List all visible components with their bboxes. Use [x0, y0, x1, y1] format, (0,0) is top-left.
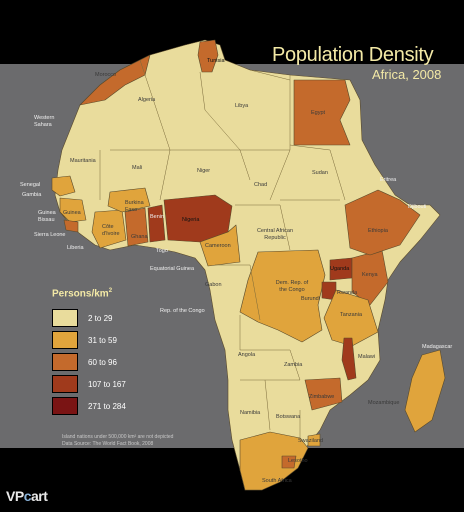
- region-dem-congo: [239, 249, 326, 343]
- label-zimbabwe: Zimbabwe: [309, 394, 335, 400]
- label-eritrea: Eritrea: [380, 177, 397, 183]
- label-rwanda: Rwanda: [337, 290, 358, 296]
- region-senegal-gambia: [51, 175, 76, 197]
- label-algeria: Algeria: [138, 97, 156, 103]
- label-madagascar: Madagascar: [422, 344, 453, 350]
- label-tanzania: Tanzania: [340, 312, 363, 318]
- label-chad: Chad: [254, 182, 268, 188]
- region-tunisia: [197, 39, 219, 73]
- region-ghana: [124, 207, 149, 247]
- logo-c-mark: c: [23, 488, 32, 504]
- legend-label: 31 to 59: [88, 335, 117, 345]
- label-niger: Niger: [197, 168, 211, 174]
- legend-title-sup: 2: [108, 288, 113, 294]
- legend-swatch: [52, 353, 78, 372]
- label-rep-congo: Rep. of the Congo: [160, 308, 205, 314]
- legend-swatch: [52, 331, 78, 350]
- label-burkina-faso: Burkina Faso: [125, 200, 144, 213]
- footnote-line-1: Island nations under 500,000 km² are not…: [62, 434, 174, 440]
- region-togo-benin: [147, 204, 166, 243]
- label-cameroon: Cameroon: [205, 243, 231, 249]
- label-mozambique: Mozambique: [368, 400, 400, 406]
- label-burundi: Burundi: [301, 296, 320, 302]
- label-kenya: Kenya: [362, 272, 378, 278]
- label-zambia: Zambia: [284, 362, 303, 368]
- label-djibouti: Djibouti: [408, 204, 427, 210]
- label-guinea: Guinea: [63, 210, 81, 216]
- vpcart-logo: VPcart: [6, 488, 48, 504]
- legend-item: 271 to 284: [52, 395, 182, 417]
- label-dem-congo: Dem. Rep. of the Congo: [275, 280, 309, 293]
- legend-item: 31 to 59: [52, 329, 182, 351]
- region-burkina-faso: [107, 187, 151, 213]
- legend-label: 271 to 284: [88, 401, 126, 411]
- footnote-line-2: Data Source: The World Fact Book, 2008: [62, 441, 154, 447]
- region-cameroon: [199, 224, 241, 267]
- legend-label: 107 to 167: [88, 379, 126, 389]
- label-lesotho: Lesotho: [288, 458, 308, 464]
- label-namibia: Namibia: [240, 410, 261, 416]
- region-sierra-leone: [63, 219, 79, 233]
- label-car: Central African Republic: [256, 228, 294, 241]
- label-equatorial-guinea: Equatorial Guinea: [150, 266, 195, 272]
- legend-item: 2 to 29: [52, 307, 182, 329]
- label-uganda: Uganda: [330, 266, 350, 272]
- region-malawi: [341, 337, 357, 381]
- region-guinea: [59, 197, 87, 223]
- label-malawi: Malawi: [358, 354, 376, 360]
- label-egypt: Egypt: [311, 110, 326, 116]
- legend: Persons/km2 2 to 29 31 to 59 60 to 96 10…: [52, 288, 182, 417]
- legend-item: 60 to 96: [52, 351, 182, 373]
- label-gabon: Gabon: [205, 282, 222, 288]
- label-ghana: Ghana: [131, 234, 148, 240]
- label-tunisia: Tunisia: [207, 58, 225, 64]
- label-sierra-leone: Sierra Leone: [34, 232, 66, 238]
- region-madagascar: [404, 349, 446, 433]
- footnote: Island nations under 500,000 km² are not…: [62, 434, 173, 448]
- label-guinea-bissau: Guinea Bissau: [38, 210, 56, 223]
- legend-label: 2 to 29: [88, 313, 113, 323]
- label-gambia: Gambia: [22, 192, 42, 198]
- region-zimbabwe: [304, 377, 343, 411]
- label-ethiopia: Ethiopia: [368, 228, 388, 234]
- region-morocco: [79, 54, 151, 106]
- label-angola: Angola: [238, 352, 256, 358]
- label-sudan: Sudan: [312, 170, 328, 176]
- label-cote-divoire: Côte d'Ivoire: [102, 224, 120, 237]
- region-lesotho: [281, 455, 297, 469]
- region-south-africa: [239, 431, 309, 491]
- label-south-africa: South Africa: [262, 478, 292, 484]
- legend-title: Persons/km2: [52, 288, 182, 299]
- legend-item: 107 to 167: [52, 373, 182, 395]
- legend-swatch: [52, 375, 78, 394]
- label-mauritania: Mauritania: [70, 158, 96, 164]
- map-subtitle: Africa, 2008: [372, 67, 442, 82]
- label-swaziland: Swaziland: [298, 438, 324, 444]
- label-botswana: Botswana: [276, 414, 301, 420]
- region-ethiopia: [344, 189, 421, 256]
- region-egypt: [293, 79, 351, 146]
- border-lines: [99, 59, 346, 438]
- label-libya: Libya: [235, 103, 249, 109]
- legend-label: 60 to 96: [88, 357, 117, 367]
- label-nigeria: Nigeria: [182, 217, 200, 223]
- label-morocco: Morocco: [95, 72, 117, 78]
- label-mali: Mali: [132, 165, 143, 171]
- label-western-sahara: Western Sahara: [34, 115, 55, 128]
- region-swaziland: [307, 433, 321, 447]
- label-senegal: Senegal: [20, 182, 41, 188]
- legend-swatch: [52, 309, 78, 328]
- logo-prefix: VP: [6, 488, 24, 504]
- map-title: Population Density: [272, 44, 434, 66]
- label-benin: Benin: [150, 214, 165, 220]
- legend-swatch: [52, 397, 78, 416]
- legend-title-text: Persons/km: [52, 288, 109, 300]
- label-liberia: Liberia: [67, 245, 84, 251]
- logo-suffix: art: [30, 488, 48, 504]
- label-togo: Togo: [156, 248, 168, 254]
